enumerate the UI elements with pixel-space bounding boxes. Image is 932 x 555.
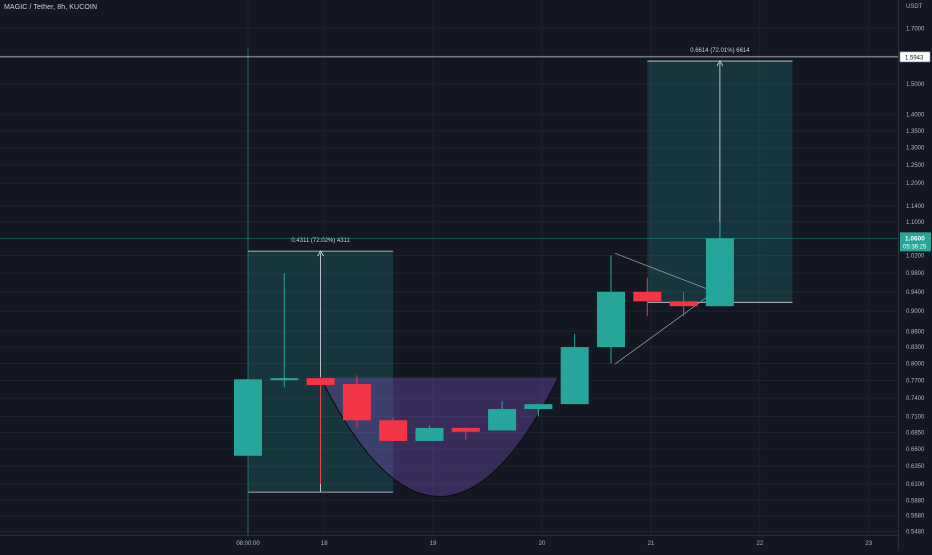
candle-body (488, 409, 517, 431)
measure-label: 0.4311 (72.02%) 4311 (291, 238, 350, 244)
price-tick-label: 0.7700 (906, 378, 925, 384)
price-tick-label: 1.3500 (906, 129, 925, 135)
time-tick-label: 18 (321, 541, 328, 547)
price-tick-label: 0.9000 (906, 309, 925, 315)
time-tick-label: 21 (648, 541, 655, 547)
price-tick-label: 0.6850 (906, 430, 925, 436)
price-tick-label: 1.0200 (906, 253, 925, 259)
candle-body (560, 347, 589, 405)
candle-body (669, 301, 698, 307)
symbol-header: MAGIC / Tether, 8h, KUCOIN (4, 4, 98, 11)
candle-body (633, 291, 662, 302)
price-tick-label: 0.7100 (906, 415, 925, 421)
candle-body (524, 404, 553, 410)
price-tick-label: 0.8600 (906, 329, 925, 335)
time-tick-label: 23 (865, 541, 872, 547)
current-price-tag-text: 1.0600 (905, 235, 925, 242)
price-tick-label: 1.1000 (906, 220, 925, 226)
measure-label: 0.6614 (72.01%) 6614 (690, 48, 750, 54)
time-tick-label: 19 (430, 541, 437, 547)
price-tick-label: 0.7400 (906, 396, 925, 402)
price-tick-label: 0.9800 (906, 271, 925, 277)
target-price-tag (899, 51, 931, 63)
price-tick-label: 1.4000 (906, 113, 925, 119)
current-price-tag (900, 232, 931, 252)
price-tick-label: 0.6350 (906, 464, 925, 470)
time-tick-label: 08:00:00 (236, 541, 260, 547)
candle-body (451, 427, 480, 432)
candle-body (379, 420, 408, 441)
bar-countdown-text: 05:36:25 (903, 244, 927, 250)
price-tick-label: 1.3000 (906, 146, 925, 152)
candle-body (705, 238, 734, 307)
candle-body (306, 378, 335, 386)
price-tick-label: 0.6600 (906, 447, 925, 453)
price-tick-label: 1.1400 (906, 204, 925, 210)
measure-arrowhead (716, 60, 724, 67)
price-tick-label: 0.6100 (906, 482, 925, 488)
price-tick-label: 1.2500 (906, 163, 925, 169)
price-tick-label: 0.9400 (906, 290, 925, 296)
price-tick-label: 0.8300 (906, 345, 925, 351)
price-tick-label: 0.8000 (906, 361, 925, 367)
price-tick-label: 1.7000 (906, 26, 925, 32)
price-tick-label: 0.5680 (906, 514, 925, 520)
target-price-tag-text: 1.5943 (905, 55, 924, 61)
price-unit-label: USDT (906, 4, 923, 10)
price-tick-label: 0.5880 (906, 498, 925, 504)
measure-arrowhead (317, 250, 324, 257)
time-tick-label: 22 (756, 541, 763, 547)
candle-body (342, 383, 371, 421)
cup-curve (320, 377, 559, 497)
candle-body (597, 291, 625, 348)
price-tick-label: 1.2000 (906, 181, 925, 187)
candle-body (270, 378, 299, 381)
candle-body (415, 427, 444, 441)
price-tick-label: 1.5000 (906, 82, 925, 88)
price-tick-label: 0.5480 (906, 530, 925, 536)
time-tick-label: 20 (539, 541, 546, 547)
